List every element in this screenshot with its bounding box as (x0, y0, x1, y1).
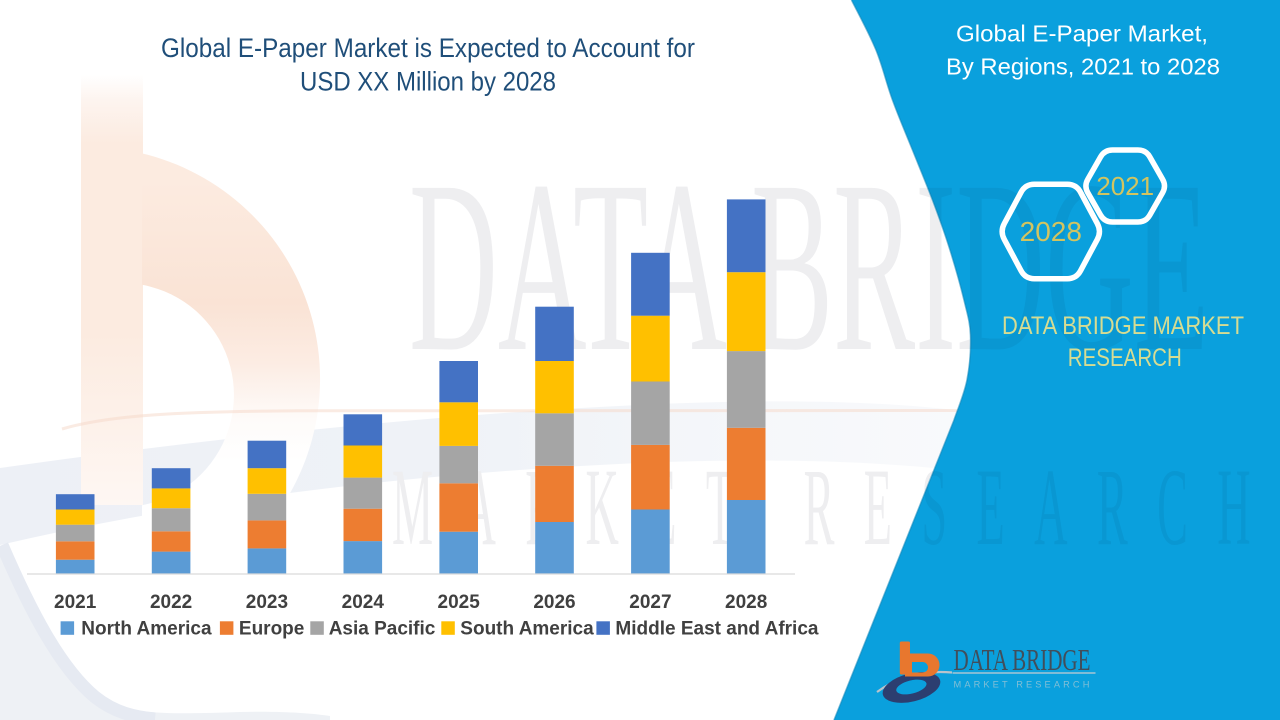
svg-text:North America: North America (81, 619, 212, 640)
svg-text:Middle East and Africa: Middle East and Africa (615, 619, 818, 640)
svg-text:Europe: Europe (239, 619, 304, 640)
svg-text:2028: 2028 (1020, 216, 1082, 247)
svg-text:By Regions, 2021 to 2028: By Regions, 2021 to 2028 (946, 54, 1220, 80)
svg-text:DATA BRIDGE MARKET: DATA BRIDGE MARKET (1002, 312, 1244, 340)
svg-text:2028: 2028 (725, 592, 767, 613)
svg-text:South America: South America (460, 619, 594, 640)
svg-text:USD XX Million by 2028: USD XX Million by 2028 (300, 67, 556, 97)
svg-text:2021: 2021 (1096, 171, 1154, 201)
svg-text:2026: 2026 (533, 592, 575, 613)
svg-text:Global E-Paper Market,: Global E-Paper Market, (956, 21, 1208, 47)
svg-text:Global E-Paper Market is Expec: Global E-Paper Market is Expected to Acc… (161, 33, 695, 63)
svg-text:RESEARCH: RESEARCH (1068, 344, 1182, 372)
svg-text:Asia Pacific: Asia Pacific (329, 619, 436, 640)
svg-text:2027: 2027 (629, 592, 671, 613)
svg-text:2023: 2023 (246, 592, 288, 613)
svg-text:2024: 2024 (342, 592, 385, 613)
svg-text:2021: 2021 (54, 592, 97, 613)
svg-text:MARKET RESEARCH: MARKET RESEARCH (954, 680, 1093, 690)
svg-text:DATA BRIDGE: DATA BRIDGE (954, 642, 1091, 677)
svg-text:2022: 2022 (150, 592, 192, 613)
svg-text:2025: 2025 (438, 592, 481, 613)
